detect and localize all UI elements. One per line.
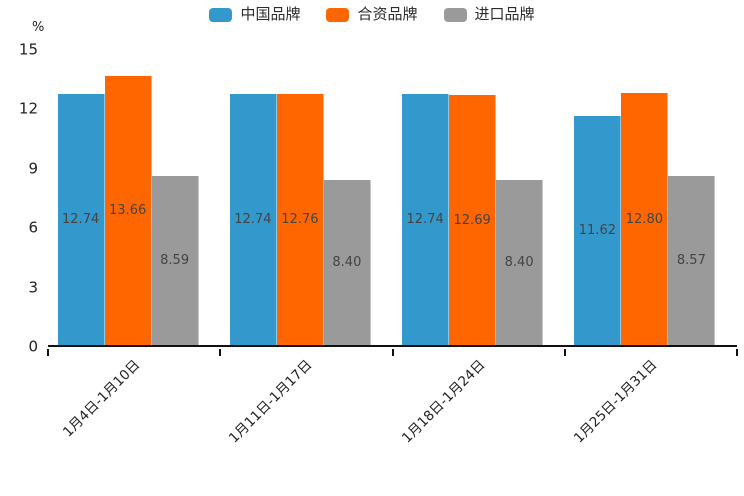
bar-value-label: 13.66 [109,203,147,219]
bar-joint-venture-brands[interactable]: 12.76 [276,94,324,345]
bar-china-brands[interactable]: 11.62 [574,116,622,345]
legend-item-china-brands[interactable]: 中国品牌 [209,7,300,22]
y-tick-label: 3 [28,278,38,297]
bar-value-label: 8.59 [160,253,190,269]
bar-value-label: 12.74 [62,212,100,228]
x-axis-tick [563,349,566,356]
bar-value-label: 8.57 [676,253,706,269]
bar-value-label: 8.40 [332,254,362,270]
y-axis: 0 3 6 9 12 15 [0,42,38,354]
bar-joint-venture-brands[interactable]: 13.66 [104,76,152,345]
bar-value-label: 12.74 [234,212,272,228]
plot-area: 12.74 13.66 8.59 12.74 12.76 8.40 12.74 12.69 8.… [48,50,737,347]
x-tick-label: 1月11日-1月17日 [226,357,316,447]
bar-china-brands[interactable]: 12.74 [229,94,277,345]
x-axis-tick [219,349,222,356]
bar-group: 12.74 12.69 8.40 [393,50,565,345]
legend-label: 合资品牌 [357,5,418,23]
bar-group: 12.74 13.66 8.59 [48,50,220,345]
bar-imported-brands[interactable]: 8.57 [668,176,716,345]
bar-imported-brands[interactable]: 8.59 [151,176,199,345]
bar-value-label: 12.74 [406,212,444,228]
legend-item-imported-brands[interactable]: 进口品牌 [443,5,535,23]
bar-joint-venture-brands[interactable]: 12.69 [449,95,497,345]
bar-china-brands[interactable]: 12.74 [57,94,105,345]
bar-group: 11.62 12.80 8.57 [565,50,737,345]
bar-joint-venture-brands[interactable]: 12.80 [621,93,669,345]
y-tick-label: 9 [28,159,38,178]
bar-imported-brands[interactable]: 8.40 [323,179,371,345]
y-tick-label: 6 [28,218,38,237]
x-axis-tick [736,349,738,356]
legend: 中国品牌 合资品牌 进口品牌 [0,7,744,22]
x-axis-ticks [47,349,738,357]
bar-value-label: 8.40 [504,254,534,270]
bar-value-label: 12.80 [625,211,663,227]
x-axis-labels: 1月4日-1月10日 1月11日-1月17日 1月18日-1月24日 1月25日-1月… [48,357,737,496]
bar-value-label: 12.69 [453,212,491,228]
x-axis-tick [391,349,394,356]
x-tick-label: 1月18日-1月24日 [398,357,488,447]
bar-imported-brands[interactable]: 8.40 [496,179,544,345]
legend-swatch-china-brands [209,7,233,22]
bar-value-label: 11.62 [578,223,616,239]
x-axis-tick [47,349,49,356]
legend-swatch-imported-brands [443,7,467,22]
y-tick-label: 12 [18,99,38,118]
legend-swatch-joint-venture-brands [326,7,350,22]
legend-label: 中国品牌 [240,5,301,23]
y-tick-label: 15 [18,40,38,59]
y-tick-label: 0 [28,337,38,356]
legend-item-joint-venture-brands[interactable]: 合资品牌 [326,5,418,23]
y-axis-unit-label: % [32,20,45,35]
bar-value-label: 12.76 [281,212,319,228]
bar-group: 12.74 12.76 8.40 [220,50,392,345]
x-tick-label: 1月4日-1月10日 [60,357,144,441]
bar-china-brands[interactable]: 12.74 [402,94,450,345]
legend-label: 进口品牌 [474,5,535,23]
x-tick-label: 1月25日-1月31日 [570,357,661,447]
